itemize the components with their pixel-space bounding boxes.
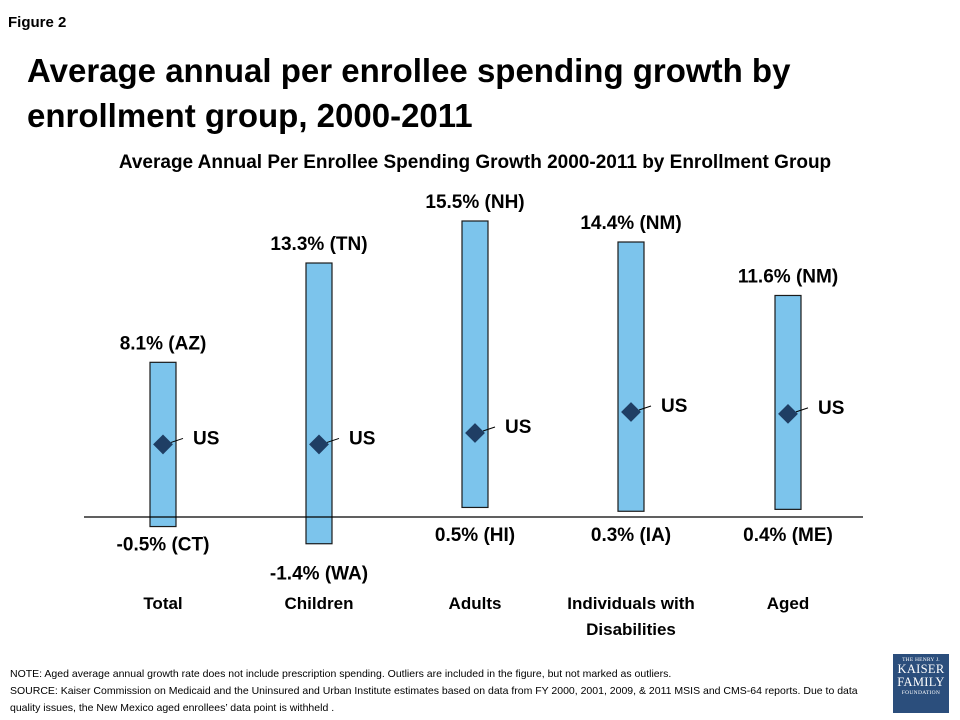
category-label: Total <box>143 594 182 613</box>
min-data-label: 0.3% (IA) <box>591 525 671 546</box>
range-bar <box>774 294 802 510</box>
us-label: US <box>193 428 219 449</box>
chart-title: Average Annual Per Enrollee Spending Gro… <box>118 152 832 173</box>
min-data-label: -0.5% (CT) <box>117 535 210 556</box>
max-data-label: 14.4% (NM) <box>580 213 681 234</box>
range-bar <box>461 220 489 509</box>
max-data-label: 13.3% (TN) <box>270 234 367 255</box>
logo-line-4: FOUNDATION <box>901 690 941 696</box>
us-marker <box>465 423 485 443</box>
us-leader-line <box>795 407 809 413</box>
min-data-label: 0.5% (HI) <box>435 525 515 546</box>
kff-logo: THE HENRY J. KAISER FAMILY FOUNDATION <box>893 654 949 713</box>
category-label: Aged <box>767 594 810 613</box>
logo-line-2: KAISER <box>897 662 945 676</box>
logo-line-1: THE HENRY J. <box>902 657 940 663</box>
us-label: US <box>349 428 375 449</box>
category-label: Adults <box>449 594 502 613</box>
category-label: Individuals with <box>567 594 695 613</box>
range-bar <box>617 241 645 512</box>
us-leader-line <box>638 405 652 411</box>
us-marker <box>621 402 641 422</box>
max-data-label: 8.1% (AZ) <box>120 333 207 354</box>
us-marker <box>309 434 329 455</box>
us-leader-line <box>170 437 184 443</box>
us-leader-line <box>326 437 340 443</box>
us-marker <box>153 434 173 455</box>
note-text: NOTE: Aged average annual growth rate do… <box>10 668 672 680</box>
max-data-label: 15.5% (NH) <box>425 192 524 213</box>
source-text: SOURCE: Kaiser Commission on Medicaid an… <box>10 685 858 714</box>
min-data-label: 0.4% (ME) <box>743 525 833 546</box>
us-label: US <box>818 398 844 419</box>
figure-label: Figure 2 <box>8 14 67 31</box>
us-label: US <box>505 417 531 438</box>
category-label: Children <box>285 594 354 613</box>
us-label: US <box>661 396 687 417</box>
range-chart: 8.1% (AZ) -0.5% (CT) US Total 13.3% (TN) -1.4… <box>84 192 863 639</box>
category-label: Disabilities <box>586 620 676 639</box>
max-data-label: 11.6% (NM) <box>738 266 838 287</box>
range-bar <box>305 262 333 545</box>
us-marker <box>778 403 798 424</box>
logo-line-3: FAMILY <box>897 675 945 689</box>
us-leader-line <box>482 426 496 432</box>
footnote: NOTE: Aged average annual growth rate do… <box>10 666 860 717</box>
page-title: Average annual per enrollee spending gro… <box>27 52 791 134</box>
min-data-label: -1.4% (WA) <box>270 564 368 585</box>
